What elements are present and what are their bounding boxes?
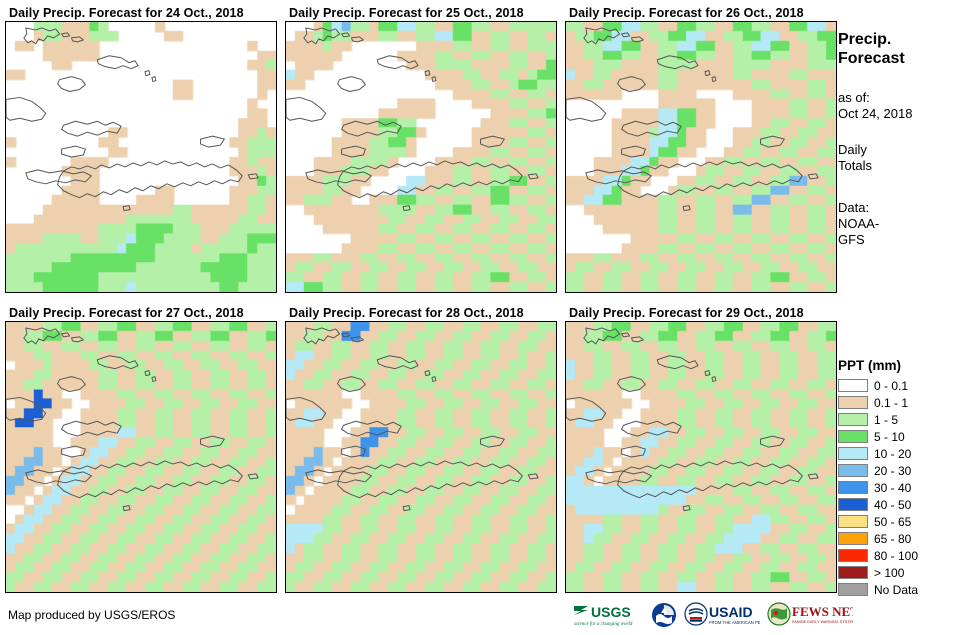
panel-title: Daily Precip. Forecast for 27 Oct., 2018 [9,306,244,320]
svg-text:science for a changing world: science for a changing world [574,622,633,627]
forecast-panel-28-oct: Daily Precip. Forecast for 28 Oct., 2018 [285,305,562,593]
forecast-panel-24-oct: Daily Precip. Forecast for 24 Oct., 2018 [5,5,282,293]
panel-title: Daily Precip. Forecast for 28 Oct., 2018 [289,306,524,320]
svg-text:USAID: USAID [709,604,753,620]
legend-label: 1 - 5 [874,412,899,427]
legend-label: No Data [874,582,919,597]
legend-item: 80 - 100 [838,547,968,564]
legend-label: 30 - 40 [874,480,912,495]
panel-title: Daily Precip. Forecast for 25 Oct., 2018 [289,6,524,20]
forecast-panel-27-oct: Daily Precip. Forecast for 27 Oct., 2018 [5,305,282,593]
precip-legend: PPT (mm) 0 - 0.1 0.1 - 1 1 - 5 5 - 10 10 - 2… [838,358,968,598]
svg-text:FEWS NET: FEWS NET [792,604,853,619]
map-frame[interactable] [285,21,557,293]
precip-raster [286,22,556,292]
precip-raster [286,322,556,592]
spacer [838,68,966,90]
legend-label: > 100 [874,565,905,580]
legend-item: 0.1 - 1 [838,394,968,411]
svg-text:FROM THE AMERICAN PEOPLE: FROM THE AMERICAN PEOPLE [709,620,760,625]
map-frame[interactable] [565,21,837,293]
totals-line1: Daily [838,142,867,157]
data-source-line2: GFS [838,232,865,247]
forecast-panel-25-oct: Daily Precip. Forecast for 25 Oct., 2018 [285,5,562,293]
legend-label: 5 - 10 [874,429,905,444]
legend-swatch [838,464,868,477]
legend-label: 10 - 20 [874,446,912,461]
legend-item: 0 - 0.1 [838,377,968,394]
panel-title: Daily Precip. Forecast for 29 Oct., 2018 [569,306,804,320]
data-source-line1: NOAA- [838,216,880,231]
legend-swatch [838,413,868,426]
legend-swatch [838,532,868,545]
legend-item: > 100 [838,564,968,581]
forecast-panel-29-oct: Daily Precip. Forecast for 29 Oct., 2018 [565,305,842,593]
legend-label: 40 - 50 [874,497,912,512]
legend-item: 20 - 30 [838,462,968,479]
data-source-label: Data: [838,200,870,215]
info-title-line2: Forecast [838,50,905,67]
legend-swatch [838,379,868,392]
map-frame[interactable] [285,321,557,593]
precip-raster [566,322,836,592]
legend-label: 80 - 100 [874,548,919,563]
legend-title: PPT (mm) [838,358,902,373]
as-of-label: as of: [838,90,870,105]
fewsnet-logo: FEWS NET FAMINE EARLY WARNING SYSTEMS NE… [767,602,853,626]
legend-swatch [838,566,868,579]
legend-label: 0.1 - 1 [874,395,909,410]
legend-swatch [838,498,868,511]
legend-swatch [838,447,868,460]
precip-raster [6,322,276,592]
legend-label: 65 - 80 [874,531,912,546]
totals-line2: Totals [838,158,872,173]
legend-swatch [838,430,868,443]
legend-label: 0 - 0.1 [874,378,909,393]
precip-raster [566,22,836,292]
legend-item: 65 - 80 [838,530,968,547]
panel-title: Daily Precip. Forecast for 26 Oct., 2018 [569,6,804,20]
usgs-logo: USGS science for a changing world [574,604,633,627]
map-frame[interactable] [5,321,277,593]
svg-text:USGS: USGS [591,604,631,620]
legend-label: 20 - 30 [874,463,912,478]
usaid-logo: USAID FROM THE AMERICAN PEOPLE [684,602,760,626]
legend-rows: 0 - 0.1 0.1 - 1 1 - 5 5 - 10 10 - 20 20 - 30 3… [838,377,968,598]
legend-item: 50 - 65 [838,513,968,530]
forecast-panel-26-oct: Daily Precip. Forecast for 26 Oct., 2018 [565,5,842,293]
legend-swatch [838,481,868,494]
as-of-value: Oct 24, 2018 [838,106,913,121]
legend-item: No Data [838,581,968,598]
legend-item: 30 - 40 [838,479,968,496]
svg-text:FAMINE EARLY WARNING SYSTEMS N: FAMINE EARLY WARNING SYSTEMS NETWORK [792,620,853,624]
spacer [838,174,966,200]
legend-swatch [838,583,868,596]
agency-logos: USGS science for a changing world USAID … [572,600,853,630]
legend-item: 10 - 20 [838,445,968,462]
noaa-logo [652,603,676,627]
spacer [838,122,966,142]
legend-swatch [838,396,868,409]
legend-item: 1 - 5 [838,411,968,428]
map-credit: Map produced by USGS/EROS [8,608,176,622]
info-column: Precip. Forecast as of: Oct 24, 2018 Dai… [838,30,966,248]
info-title-line1: Precip. [838,31,892,48]
legend-swatch [838,515,868,528]
precip-raster [6,22,276,292]
legend-item: 40 - 50 [838,496,968,513]
legend-item: 5 - 10 [838,428,968,445]
legend-swatch [838,549,868,562]
panel-title: Daily Precip. Forecast for 24 Oct., 2018 [9,6,244,20]
map-frame[interactable] [5,21,277,293]
map-frame[interactable] [565,321,837,593]
legend-label: 50 - 65 [874,514,912,529]
